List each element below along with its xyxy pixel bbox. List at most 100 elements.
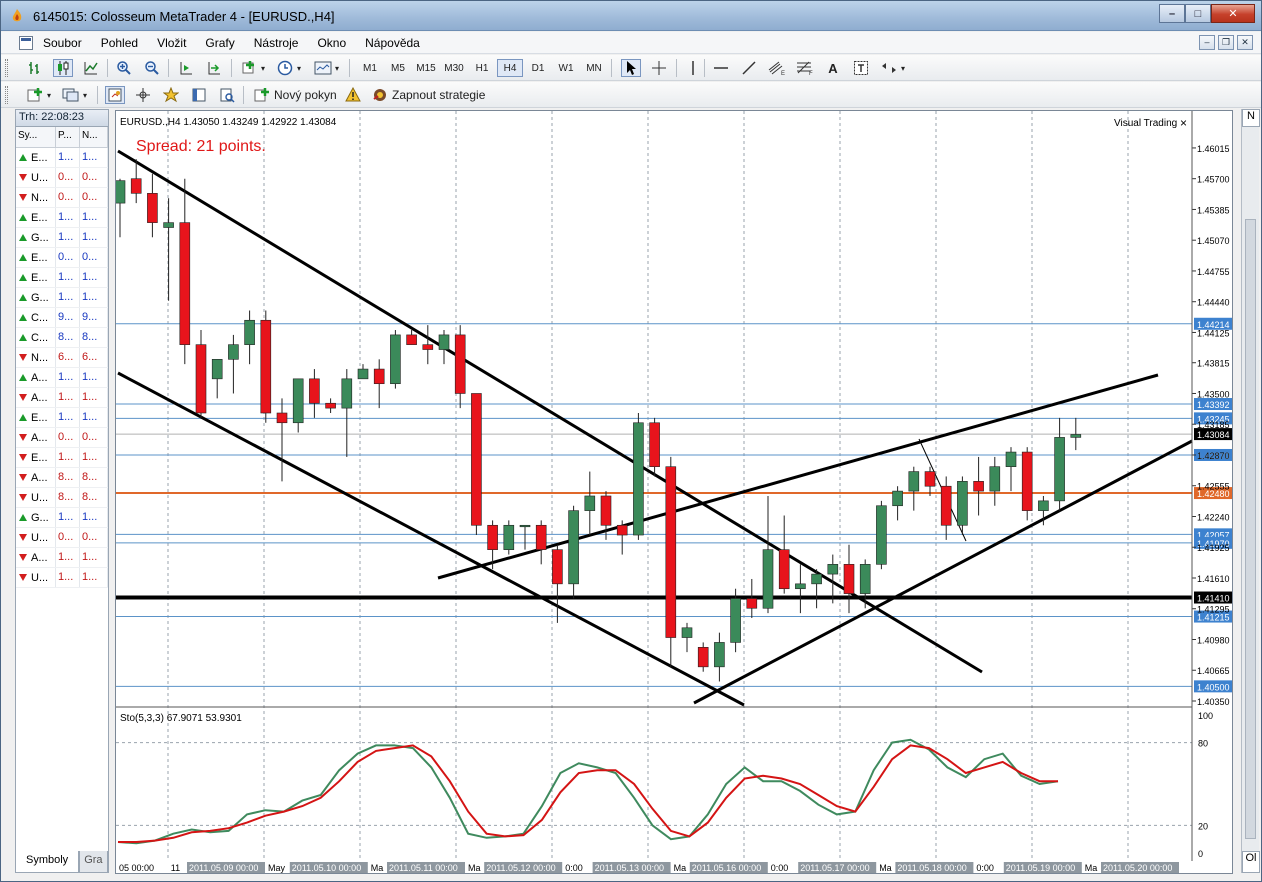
candle[interactable] — [309, 369, 320, 418]
list-item[interactable]: E... 1... 1... — [16, 208, 108, 228]
list-item[interactable]: G... 1... 1... — [16, 228, 108, 248]
trendline-mid-up[interactable] — [437, 373, 1159, 580]
chart-shift-icon[interactable] — [176, 59, 196, 77]
candle[interactable] — [730, 588, 741, 653]
timeframe-mn-button[interactable]: MN — [586, 62, 602, 74]
menu-item-5[interactable]: Okno — [317, 36, 347, 50]
new-order-button[interactable]: Nový pokyn — [253, 85, 340, 105]
candle[interactable] — [422, 325, 434, 365]
list-item[interactable]: E... 1... 1... — [16, 268, 108, 288]
candle[interactable] — [843, 544, 855, 614]
candle[interactable] — [1005, 447, 1017, 492]
crosshair-icon[interactable] — [649, 59, 669, 77]
indicators-icon[interactable] — [239, 59, 259, 77]
zoom-out-icon[interactable] — [142, 59, 162, 77]
list-item[interactable]: E... 1... 1... — [16, 148, 108, 168]
candle[interactable] — [1038, 495, 1049, 526]
new-chart-dropdown-icon[interactable]: ▾ — [46, 90, 51, 100]
list-item[interactable]: C... 9... 9... — [16, 308, 108, 328]
mdi-restore-button[interactable]: ❐ — [1218, 35, 1234, 50]
candle[interactable] — [228, 334, 239, 394]
price-chart[interactable]: 1.44214 1.43392 1.43245 1.42870 1.42480 1.420… — [114, 111, 1232, 873]
timeframe-m1-button[interactable]: M1 — [363, 62, 377, 74]
list-item[interactable]: A... 1... 1... — [16, 548, 108, 568]
list-item[interactable]: E... 0... 0... — [16, 248, 108, 268]
candle[interactable] — [357, 364, 369, 380]
tab-o[interactable]: Ol — [1242, 851, 1260, 873]
candle[interactable] — [568, 505, 579, 599]
minimize-button[interactable]: – — [1159, 4, 1185, 23]
arrows-icon[interactable] — [879, 59, 899, 77]
candle[interactable] — [179, 178, 191, 365]
candle[interactable] — [762, 495, 774, 614]
tab-graphs[interactable]: Gra — [79, 851, 108, 873]
timeframe-m30-button[interactable]: M30 — [444, 62, 464, 74]
tab-symbols[interactable]: Symboly — [15, 851, 80, 873]
periodicity-dropdown-icon[interactable]: ▾ — [296, 63, 301, 73]
toolbar-grip[interactable] — [5, 86, 8, 104]
candle[interactable] — [163, 198, 174, 301]
menu-item-6[interactable]: Nápověda — [365, 36, 420, 50]
candle[interactable] — [908, 466, 920, 511]
candle[interactable] — [892, 486, 903, 521]
candle[interactable] — [876, 500, 887, 570]
candle[interactable] — [778, 515, 790, 594]
fibonacci-icon[interactable]: F — [795, 59, 815, 77]
new-chart-icon[interactable] — [25, 86, 45, 104]
chart-window-icon[interactable] — [19, 36, 33, 50]
vertical-scrollbar-thumb[interactable] — [1245, 219, 1256, 839]
menu-item-3[interactable]: Grafy — [205, 36, 235, 50]
list-item[interactable]: N... 0... 0... — [16, 188, 108, 208]
visual-trading-label[interactable]: Visual Trading — [1114, 118, 1177, 129]
text-label-icon[interactable] — [851, 59, 871, 77]
templates-icon[interactable] — [313, 59, 333, 77]
timeframe-h4-button[interactable]: H4 — [497, 59, 523, 77]
visual-trading-close-icon[interactable]: × — [1180, 116, 1187, 130]
candlestick-chart-icon[interactable] — [53, 59, 73, 77]
candle[interactable] — [1054, 417, 1065, 511]
candle[interactable] — [616, 520, 628, 555]
trendline-upper-down[interactable] — [117, 149, 983, 674]
text-tool-icon[interactable]: A — [828, 60, 838, 76]
candle[interactable] — [1070, 417, 1082, 451]
bar-chart-icon[interactable] — [25, 59, 45, 77]
trendline-lower-up[interactable] — [693, 439, 1193, 705]
list-item[interactable]: N... 6... 6... — [16, 348, 108, 368]
candle[interactable] — [552, 544, 563, 623]
timeframe-h1-button[interactable]: H1 — [475, 62, 489, 74]
market-watch-icon[interactable] — [105, 86, 125, 104]
candle[interactable] — [503, 520, 515, 555]
candle[interactable] — [276, 398, 288, 482]
line-chart-icon[interactable] — [81, 59, 101, 77]
mdi-minimize-button[interactable]: – — [1199, 35, 1215, 50]
list-item[interactable]: A... 1... 1... — [16, 368, 108, 388]
periodicity-clock-icon[interactable] — [275, 59, 295, 77]
candle[interactable] — [471, 393, 482, 536]
candle[interactable] — [147, 173, 158, 238]
candle[interactable] — [957, 476, 968, 536]
candle[interactable] — [454, 325, 466, 409]
navigator-icon[interactable] — [161, 86, 181, 104]
list-item[interactable]: U... 1... 1... — [16, 568, 108, 588]
indicators-dropdown-icon[interactable]: ▾ — [260, 63, 265, 73]
list-item[interactable]: E... 1... 1... — [16, 448, 108, 468]
tab-n[interactable]: N — [1242, 109, 1260, 127]
candle[interactable] — [859, 559, 871, 609]
candle[interactable] — [714, 632, 725, 682]
column-bid[interactable]: P... — [56, 127, 80, 147]
candle[interactable] — [130, 159, 142, 204]
list-item[interactable]: E... 1... 1... — [16, 408, 108, 428]
toolbar-grip[interactable] — [5, 59, 8, 77]
menu-item-4[interactable]: Nástroje — [253, 36, 299, 50]
enable-strategy-button[interactable]: Zapnout strategie — [371, 85, 488, 105]
list-item[interactable]: G... 1... 1... — [16, 508, 108, 528]
candle[interactable] — [244, 310, 255, 365]
trendline-lower-down[interactable] — [117, 371, 745, 707]
menu-item-1[interactable]: Pohled — [100, 36, 139, 50]
autoscroll-icon[interactable] — [204, 59, 224, 77]
candle[interactable] — [211, 359, 223, 399]
terminal-icon[interactable] — [189, 86, 209, 104]
candle[interactable] — [795, 564, 806, 614]
vertical-line-icon[interactable] — [683, 59, 703, 77]
column-symbol[interactable]: Sy... — [16, 127, 56, 147]
